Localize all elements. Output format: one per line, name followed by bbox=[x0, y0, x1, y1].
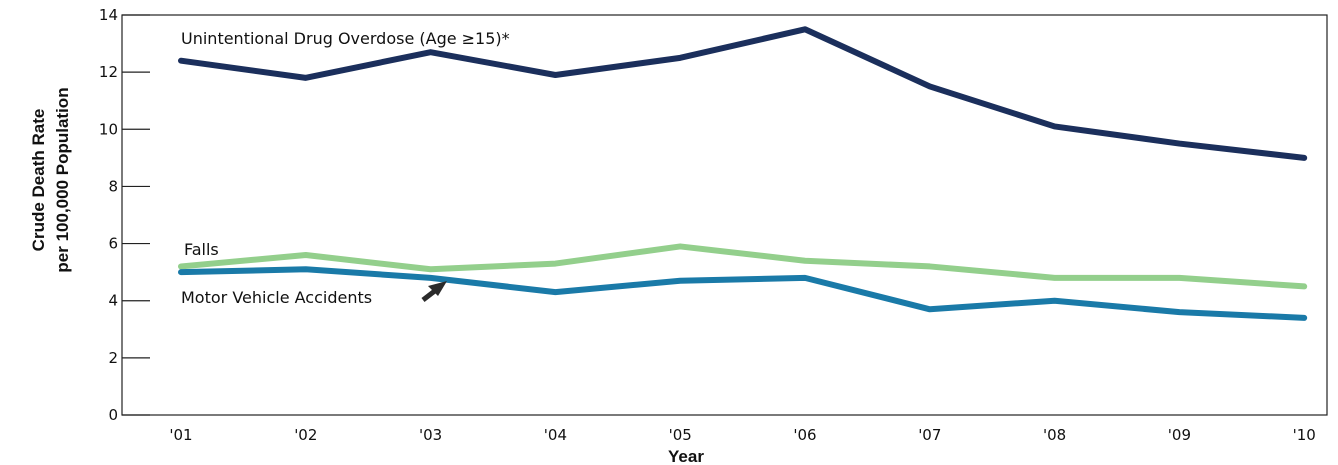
data-point bbox=[1178, 277, 1180, 279]
data-point bbox=[554, 263, 556, 265]
data-point bbox=[305, 254, 307, 256]
x-axis-title: Year bbox=[668, 447, 704, 465]
y-tick-label: 2 bbox=[108, 349, 118, 367]
data-point bbox=[679, 245, 681, 247]
data-point bbox=[430, 277, 432, 279]
y-tick-label: 4 bbox=[108, 292, 118, 310]
x-tick-label: '06 bbox=[793, 426, 816, 444]
annotations: Unintentional Drug Overdose (Age ≥15)* Fa… bbox=[181, 29, 510, 307]
y-tick-label: 0 bbox=[108, 406, 118, 424]
x-tick-label: '02 bbox=[294, 426, 317, 444]
data-point bbox=[554, 74, 556, 76]
data-point bbox=[180, 271, 182, 273]
series-line-0 bbox=[178, 26, 1308, 161]
data-point bbox=[804, 28, 806, 30]
data-point bbox=[929, 85, 931, 87]
annotation-arrow-head bbox=[428, 281, 447, 296]
x-tick-label: '09 bbox=[1168, 426, 1191, 444]
series-label-0: Unintentional Drug Overdose (Age ≥15)* bbox=[181, 29, 510, 48]
data-point bbox=[554, 291, 556, 293]
x-tick-label: '03 bbox=[419, 426, 442, 444]
data-point bbox=[430, 51, 432, 53]
x-tick-label: '07 bbox=[918, 426, 941, 444]
x-tick-label: '01 bbox=[169, 426, 192, 444]
data-point bbox=[305, 77, 307, 79]
data-point bbox=[1178, 143, 1180, 145]
series-label-1: Falls bbox=[184, 240, 219, 259]
plot-frame bbox=[121, 14, 1328, 416]
axes: 0 2 4 6 8 10 12 14 '01 '02 '03 '04 '05 '06 '07 '08 '09 '1… bbox=[99, 6, 1328, 444]
y-axis-title: Crude Death Rate per 100,000 Population bbox=[29, 87, 72, 272]
data-point bbox=[430, 268, 432, 270]
series-label-2: Motor Vehicle Accidents bbox=[181, 288, 372, 307]
data-point bbox=[804, 277, 806, 279]
series-line-2 bbox=[178, 266, 1308, 321]
x-tick-label: '10 bbox=[1293, 426, 1316, 444]
data-point bbox=[1054, 125, 1056, 127]
x-tick-label: '04 bbox=[544, 426, 567, 444]
y-tick-label: 12 bbox=[99, 63, 118, 81]
y-tick-label: 6 bbox=[108, 235, 118, 253]
x-tick-label: '08 bbox=[1043, 426, 1066, 444]
series-layer bbox=[178, 26, 1308, 321]
data-point bbox=[180, 60, 182, 62]
data-point bbox=[679, 280, 681, 282]
data-point bbox=[180, 265, 182, 267]
data-point bbox=[929, 265, 931, 267]
y-axis-title-line-1: Crude Death Rate bbox=[29, 109, 48, 252]
y-tick-label: 10 bbox=[99, 120, 118, 138]
data-point bbox=[1054, 300, 1056, 302]
y-axis-title-line-2: per 100,000 Population bbox=[53, 87, 72, 272]
data-point bbox=[929, 308, 931, 310]
x-tick-label: '05 bbox=[669, 426, 692, 444]
data-point bbox=[804, 260, 806, 262]
y-tick-label: 14 bbox=[99, 6, 118, 24]
data-point bbox=[305, 268, 307, 270]
data-point bbox=[1178, 311, 1180, 313]
data-point bbox=[1303, 317, 1305, 319]
series-line-1 bbox=[178, 243, 1308, 290]
data-point bbox=[679, 57, 681, 59]
data-point bbox=[1303, 157, 1305, 159]
data-point bbox=[1303, 285, 1305, 287]
y-tick-label: 8 bbox=[108, 177, 118, 195]
data-point bbox=[1054, 277, 1056, 279]
